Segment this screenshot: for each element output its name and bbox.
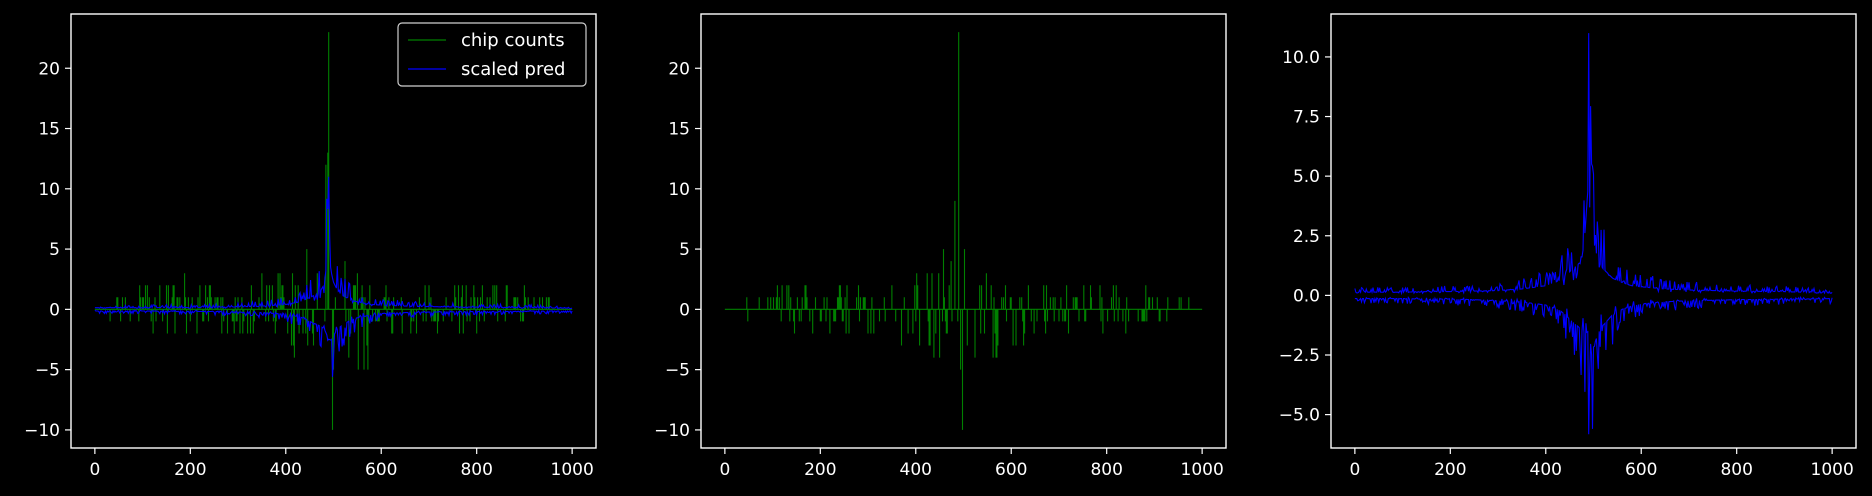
pred-trace-pos <box>1354 33 1833 296</box>
axes-ticks: 0 200 400 600 800 1000 −5.0 −2.5 0.0 2.5 5.0 7.5 10.… <box>1279 48 1854 480</box>
legend-label-chip-counts: chip counts <box>461 30 565 51</box>
plot-marks <box>1354 33 1833 435</box>
y-tick-label: −5 <box>665 361 690 381</box>
x-tick-label: 0 <box>1349 460 1360 480</box>
y-tick-label: 7.5 <box>1293 108 1320 128</box>
x-tick-label: 200 <box>804 460 836 480</box>
axes-frame <box>700 13 1227 449</box>
y-tick-label: −10 <box>654 421 690 441</box>
series-chip-counts <box>724 32 1203 430</box>
legend: chip counts scaled pred <box>397 22 587 87</box>
y-tick-label: −2.5 <box>1279 346 1320 366</box>
x-tick-label: 800 <box>1720 460 1752 480</box>
x-tick-label: 1000 <box>1181 460 1224 480</box>
x-tick-label: 400 <box>900 460 932 480</box>
x-tick-label: 200 <box>174 460 206 480</box>
y-tick-label: 15 <box>668 120 690 140</box>
y-tick-label: 2.5 <box>1293 227 1320 247</box>
legend-box <box>397 22 587 87</box>
y-tick-label: 0 <box>679 300 690 320</box>
y-tick-label: 10 <box>668 180 690 200</box>
y-tick-label: 15 <box>38 120 60 140</box>
y-tick-label: −5 <box>35 361 60 381</box>
x-tick-label: 600 <box>365 460 397 480</box>
x-tick-label: 0 <box>719 460 730 480</box>
x-tick-label: 400 <box>270 460 302 480</box>
x-tick-label: 600 <box>1625 460 1657 480</box>
y-tick-label: 0 <box>49 300 60 320</box>
y-tick-label: 0.0 <box>1293 286 1320 306</box>
pred-trace-neg <box>1354 295 1833 435</box>
legend-label-scaled-pred: scaled pred <box>461 59 565 80</box>
chart-panel-1: 0 200 400 600 800 1000 −10 −5 0 5 10 15 20 chip coun… <box>24 13 597 480</box>
y-tick-label: 20 <box>668 59 690 79</box>
y-tick-label: 20 <box>38 59 60 79</box>
axes-frame <box>70 13 597 449</box>
plot-marks <box>94 32 573 430</box>
plot-marks <box>724 32 1203 430</box>
pred-trace-neg <box>94 308 573 377</box>
axes-ticks: 0 200 400 600 800 1000 −10 −5 0 5 10 15 20 <box>654 59 1224 480</box>
series-scaled-pred <box>94 176 573 377</box>
x-tick-label: 0 <box>89 460 100 480</box>
y-tick-label: 10 <box>38 180 60 200</box>
axes-frame <box>1330 13 1857 449</box>
x-tick-label: 600 <box>995 460 1027 480</box>
y-tick-label: −10 <box>24 421 60 441</box>
y-tick-label: −5.0 <box>1279 406 1320 426</box>
chart-panel-3: 0 200 400 600 800 1000 −5.0 −2.5 0.0 2.5 5.0 7.5 10.… <box>1279 13 1857 480</box>
y-tick-label: 5 <box>679 240 690 260</box>
x-tick-label: 1000 <box>551 460 594 480</box>
x-tick-label: 200 <box>1434 460 1466 480</box>
series-scaled-pred <box>1354 33 1833 435</box>
x-tick-label: 800 <box>460 460 492 480</box>
chart-panel-2: 0 200 400 600 800 1000 −10 −5 0 5 10 15 20 <box>654 13 1227 480</box>
pred-trace-pos <box>94 176 573 310</box>
y-tick-label: 5 <box>49 240 60 260</box>
x-tick-label: 400 <box>1530 460 1562 480</box>
x-tick-label: 800 <box>1090 460 1122 480</box>
y-tick-label: 10.0 <box>1282 48 1320 68</box>
axes-ticks: 0 200 400 600 800 1000 −10 −5 0 5 10 15 20 <box>24 59 594 480</box>
y-tick-label: 5.0 <box>1293 167 1320 187</box>
x-tick-label: 1000 <box>1811 460 1854 480</box>
